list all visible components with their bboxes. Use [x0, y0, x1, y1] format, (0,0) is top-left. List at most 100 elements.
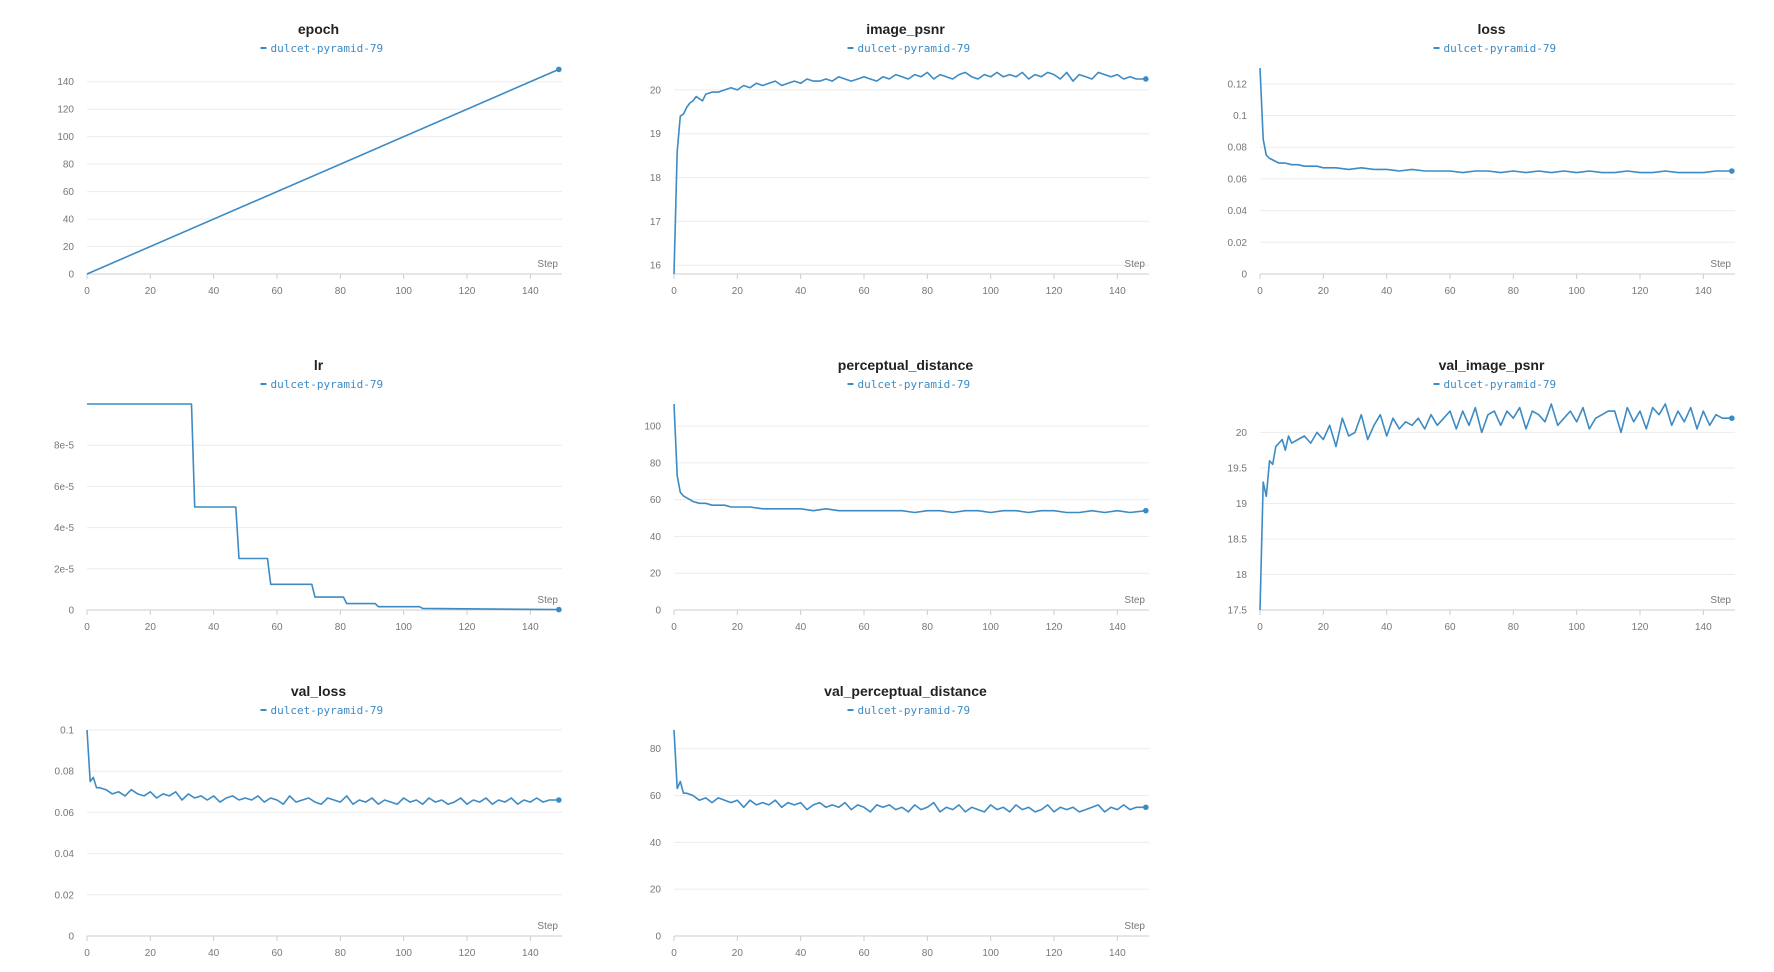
- x-tick-label: 40: [208, 286, 220, 297]
- series-endpoint[interactable]: [556, 797, 562, 803]
- x-tick-label: 100: [982, 286, 999, 297]
- legend-label[interactable]: dulcet-pyramid-79: [1444, 42, 1557, 55]
- x-axis-label: Step: [1124, 595, 1145, 606]
- y-tick-label: 0: [68, 606, 74, 617]
- y-tick-label: 80: [63, 160, 75, 171]
- chart-panel-image-psnr: image_psnr dulcet-pyramid-79 16 17 18 19 20 0 20…: [587, 10, 1157, 310]
- series-endpoint[interactable]: [556, 606, 562, 613]
- legend-label[interactable]: dulcet-pyramid-79: [858, 704, 971, 717]
- x-tick-label: 100: [982, 948, 999, 959]
- x-tick-label: 140: [1109, 622, 1126, 633]
- x-tick-label: 100: [1568, 622, 1585, 633]
- x-tick-label: 120: [1046, 948, 1063, 959]
- series-endpoint[interactable]: [1143, 76, 1149, 82]
- legend-label[interactable]: dulcet-pyramid-79: [271, 42, 384, 55]
- y-tick-label: 0.02: [1228, 238, 1248, 249]
- legend-label[interactable]: dulcet-pyramid-79: [1444, 378, 1557, 391]
- x-tick-label: 60: [271, 948, 283, 959]
- y-tick-label: 40: [63, 215, 75, 226]
- series-line[interactable]: [1259, 403, 1732, 611]
- x-tick-label: 20: [1318, 622, 1330, 633]
- x-tick-label: 40: [795, 286, 807, 297]
- chart-panel-val-image-psnr: val_image_psnr dulcet-pyramid-79 17.5 18 18.…: [1173, 346, 1743, 646]
- y-tick-label: 0.1: [1233, 111, 1247, 122]
- y-tick-label: 0.08: [1228, 143, 1248, 154]
- x-tick-label: 0: [671, 286, 677, 297]
- series-endpoint[interactable]: [1143, 804, 1149, 811]
- y-tick-label: 19: [650, 129, 662, 140]
- series-line[interactable]: [1259, 67, 1732, 174]
- x-tick-label: 20: [145, 948, 157, 959]
- x-axis-label: Step: [1710, 259, 1731, 270]
- x-tick-label: 0: [84, 622, 90, 633]
- y-tick-label: 100: [644, 422, 661, 433]
- series-endpoint[interactable]: [1729, 415, 1735, 422]
- series-line[interactable]: [87, 403, 559, 611]
- y-tick-label: 60: [63, 187, 75, 198]
- x-tick-label: 60: [271, 622, 283, 633]
- x-axis-label: Step: [537, 921, 558, 932]
- chart-title: val_loss: [291, 683, 346, 699]
- x-tick-label: 120: [459, 948, 476, 959]
- x-tick-label: 0: [1257, 286, 1263, 297]
- y-tick-label: 140: [57, 77, 74, 88]
- chart-panel-perceptual-distance: perceptual_distance dulcet-pyramid-79 0 20 4…: [587, 346, 1157, 646]
- y-tick-label: 17: [650, 217, 662, 228]
- y-tick-label: 0.04: [55, 849, 75, 860]
- y-tick-label: 16: [650, 261, 662, 272]
- x-tick-label: 20: [732, 622, 744, 633]
- y-tick-label: 20: [650, 885, 662, 896]
- y-tick-label: 120: [57, 105, 74, 116]
- x-tick-label: 140: [1109, 286, 1126, 297]
- x-axis-label: Step: [537, 259, 558, 270]
- series-line[interactable]: [86, 68, 560, 275]
- x-tick-label: 40: [208, 948, 220, 959]
- y-tick-label: 4e-5: [54, 523, 74, 534]
- x-tick-label: 80: [335, 622, 347, 633]
- x-tick-label: 140: [522, 622, 539, 633]
- x-tick-label: 140: [1109, 948, 1126, 959]
- x-tick-label: 60: [858, 622, 870, 633]
- series-line[interactable]: [673, 403, 1146, 514]
- x-tick-label: 40: [795, 948, 807, 959]
- y-tick-label: 80: [650, 458, 662, 469]
- chart-svg: perceptual_distance dulcet-pyramid-79 0 20 4…: [644, 357, 1149, 633]
- x-axis-label: Step: [1124, 921, 1145, 932]
- x-tick-label: 100: [1568, 286, 1585, 297]
- chart-svg: val_image_psnr dulcet-pyramid-79 17.5 18 18.…: [1228, 357, 1735, 633]
- series-line[interactable]: [673, 729, 1146, 813]
- y-tick-label: 20: [63, 242, 75, 253]
- chart-svg: loss dulcet-pyramid-79 0 0.02 0.04 0.06 0.08 0.…: [1228, 21, 1735, 297]
- y-tick-label: 17.5: [1228, 606, 1248, 617]
- chart-title: loss: [1477, 21, 1505, 37]
- x-tick-label: 140: [1695, 286, 1712, 297]
- legend-label[interactable]: dulcet-pyramid-79: [858, 42, 971, 55]
- x-tick-label: 100: [395, 622, 412, 633]
- series-line[interactable]: [673, 71, 1146, 275]
- x-tick-label: 40: [208, 622, 220, 633]
- chart-title: image_psnr: [866, 21, 945, 37]
- y-tick-label: 0: [655, 932, 661, 943]
- legend-label[interactable]: dulcet-pyramid-79: [271, 378, 384, 391]
- series-endpoint[interactable]: [556, 66, 562, 73]
- legend-label[interactable]: dulcet-pyramid-79: [271, 704, 384, 717]
- x-tick-label: 60: [1444, 622, 1456, 633]
- y-tick-label: 100: [57, 132, 74, 143]
- series-endpoint[interactable]: [1143, 507, 1149, 514]
- y-tick-label: 0.06: [55, 808, 75, 819]
- chart-panel-lr: lr dulcet-pyramid-79 0 2e-5 4e-5 6e-5 8e-5 0 20 4…: [0, 346, 570, 646]
- x-tick-label: 120: [1632, 622, 1649, 633]
- y-tick-label: 6e-5: [54, 482, 74, 493]
- x-tick-label: 120: [459, 622, 476, 633]
- y-tick-label: 2e-5: [54, 564, 74, 575]
- series-endpoint[interactable]: [1729, 168, 1735, 174]
- x-tick-label: 40: [1381, 622, 1393, 633]
- x-tick-label: 0: [671, 622, 677, 633]
- x-tick-label: 0: [671, 948, 677, 959]
- chart-panel-val-perceptual-distance: val_perceptual_distance dulcet-pyramid-79…: [587, 672, 1157, 972]
- x-tick-label: 40: [1381, 286, 1393, 297]
- legend-label[interactable]: dulcet-pyramid-79: [858, 378, 971, 391]
- y-tick-label: 18: [650, 173, 662, 184]
- chart-svg: val_loss dulcet-pyramid-79 0 0.02 0.04 0.06 0.…: [55, 683, 562, 959]
- series-line[interactable]: [86, 729, 559, 805]
